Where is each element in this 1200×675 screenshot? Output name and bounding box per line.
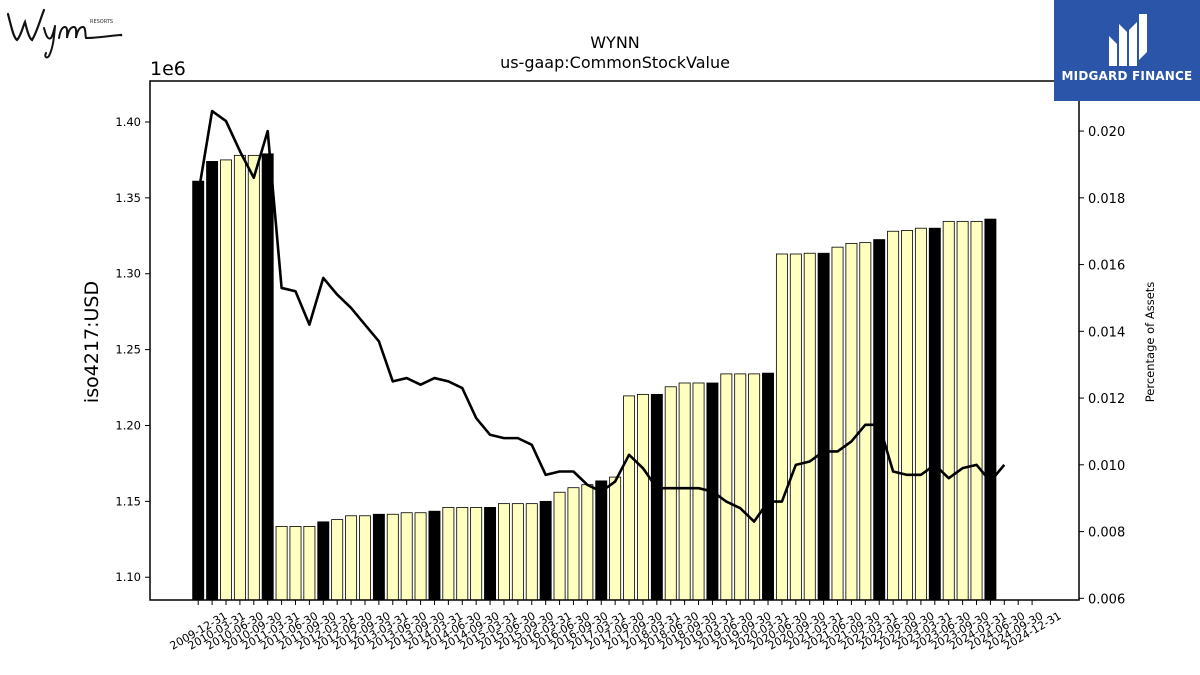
chart-subtitle: us-gaap:CommonStockValue (500, 53, 730, 72)
bar (748, 373, 761, 601)
midgard-finance-logo: MIDGARD FINANCE (1054, 0, 1200, 101)
y2-tick-label: 0.012 (1088, 392, 1125, 407)
x-axis: 2009-12-312010-03-312010-06-302010-09-30… (168, 600, 1064, 653)
bar (762, 372, 774, 601)
bar (456, 507, 469, 601)
y2-tick-label: 0.020 (1088, 125, 1125, 140)
bar-series (192, 153, 997, 601)
bar (775, 253, 788, 601)
bar (567, 487, 580, 601)
bar (275, 526, 288, 601)
y2-tick-label: 0.016 (1088, 259, 1125, 274)
bar (984, 218, 997, 601)
bar (650, 393, 663, 601)
bar (803, 252, 816, 601)
bar (734, 373, 747, 601)
bar (539, 500, 552, 601)
bar (233, 154, 246, 601)
bar (261, 153, 274, 601)
bar (928, 227, 941, 601)
bar (470, 507, 483, 601)
bar (359, 515, 371, 601)
bar (206, 161, 219, 601)
y-tick-label: 1.15 (115, 494, 141, 508)
bar (845, 242, 858, 601)
line-series (196, 109, 1006, 523)
bar (553, 491, 566, 601)
bar (678, 382, 691, 601)
bar (887, 230, 900, 601)
y2-tick-label: 0.008 (1088, 526, 1125, 541)
bar (595, 480, 608, 601)
midgard-logo-mark (1109, 14, 1147, 66)
bar (942, 220, 955, 601)
y2-axis-label: Percentage of Assets (1143, 282, 1157, 403)
bar (484, 507, 497, 601)
y2-tick-label: 0.014 (1088, 325, 1125, 340)
y2-tick-label: 0.018 (1088, 192, 1125, 207)
y-tick-label: 1.35 (115, 191, 141, 205)
y-tick-label: 1.30 (115, 267, 141, 281)
bar (386, 513, 399, 601)
bar (428, 510, 441, 601)
bar (497, 503, 510, 601)
y-axis-label: iso4217:USD (81, 281, 103, 403)
bar (442, 507, 455, 601)
bar (623, 395, 636, 601)
chart-title: WYNN (590, 33, 640, 52)
bar (303, 526, 316, 601)
bar (664, 386, 677, 601)
bar (345, 515, 358, 601)
bar (511, 503, 524, 601)
midgard-logo-text: MIDGARD FINANCE (1061, 69, 1193, 83)
bar (525, 503, 538, 601)
bar (372, 513, 385, 601)
bar (609, 476, 622, 601)
bar (873, 239, 886, 601)
wynn-logo: RESORTS (4, 2, 124, 62)
bar (317, 521, 330, 601)
y-tick-label: 1.20 (115, 418, 141, 432)
bar (817, 252, 830, 601)
bar (636, 393, 649, 601)
bar (956, 220, 969, 601)
bar (414, 512, 427, 601)
y-tick-label: 1.40 (115, 115, 141, 129)
plot-frame (149, 80, 1080, 601)
y-tick-label: 1.25 (115, 343, 141, 357)
y2-axis: 0.006 0.008 0.010 0.012 0.014 0.016 0.018 0.020 (1079, 125, 1125, 607)
y-scale-label: 1e6 (150, 58, 186, 80)
wynn-logo-mark: RESORTS (6, 8, 123, 59)
y-tick-label: 1.10 (115, 570, 141, 584)
bar (581, 484, 594, 601)
percentage-line (196, 109, 1006, 523)
bar (789, 253, 802, 601)
bar (331, 519, 344, 601)
bar (970, 220, 983, 601)
bar (220, 159, 232, 601)
y-axis: 1.10 1.15 1.20 1.25 1.30 1.35 1.40 (115, 115, 150, 584)
bar (859, 242, 872, 601)
bar (720, 373, 733, 601)
y2-tick-label: 0.010 (1088, 459, 1125, 474)
bar (914, 227, 927, 601)
bar (192, 180, 205, 601)
y2-tick-label: 0.006 (1088, 592, 1125, 607)
bar (831, 246, 844, 601)
bar (289, 526, 302, 601)
wynn-logo-sub: RESORTS (90, 19, 113, 25)
bar (901, 230, 913, 601)
bar (400, 512, 413, 601)
bar (692, 382, 705, 601)
bar (247, 154, 260, 601)
